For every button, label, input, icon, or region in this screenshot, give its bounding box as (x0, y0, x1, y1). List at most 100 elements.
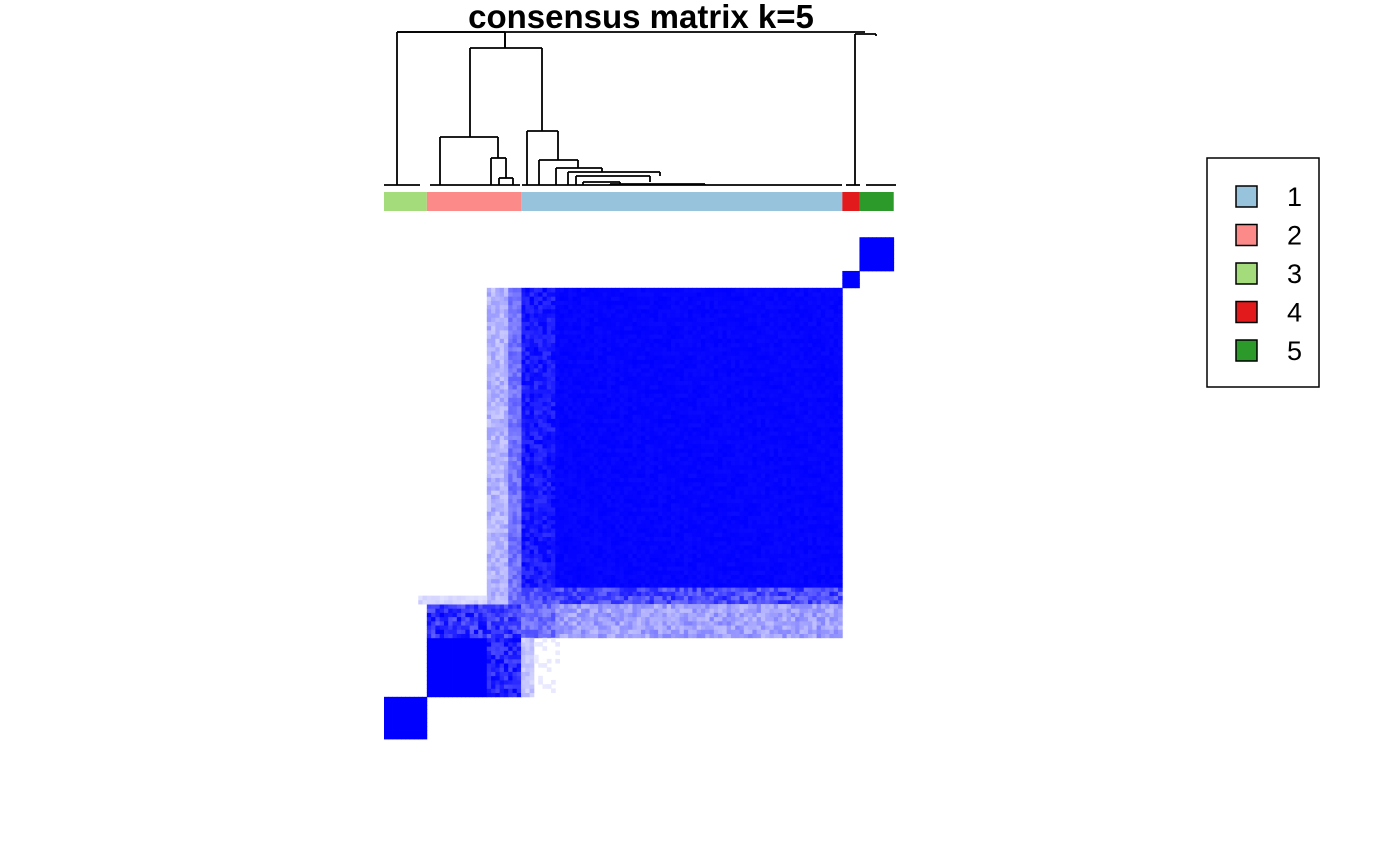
heatmap-cell-cluster-1 (748, 528, 753, 533)
heatmap-cell-cluster-1 (688, 587, 693, 592)
heatmap-cell-cluster-1 (615, 599, 620, 605)
heatmap-cell-cluster-1 (658, 519, 663, 525)
heatmap-cell-cluster-1 (641, 549, 646, 554)
heatmap-cell-cluster-1 (662, 481, 668, 487)
heatmap-cell-cluster-1 (546, 342, 552, 348)
heatmap-cell-cluster-1 (546, 334, 552, 339)
heatmap-cell-cluster-1 (752, 435, 758, 441)
heatmap-cell-cluster-1 (649, 355, 655, 360)
heatmap-cell-cluster-1 (726, 359, 732, 365)
heatmap-cell-cluster-1 (606, 532, 612, 537)
heatmap-cell-cluster-2 (465, 616, 471, 622)
heatmap-cell-cluster-1 (546, 498, 552, 504)
heatmap-cell-cluster-1 (606, 507, 612, 512)
heatmap-cell-cluster-1 (585, 498, 590, 504)
heatmap-cell-cluster-1 (619, 519, 625, 525)
heatmap-cell-cluster-1 (718, 553, 723, 559)
heatmap-cell-cluster-1 (538, 367, 543, 373)
heatmap-cell-cluster-1 (581, 410, 586, 415)
heatmap-cell-cluster-2 (452, 684, 458, 689)
heatmap-cell-cluster-1 (538, 321, 543, 327)
heatmap-cell-cluster-1 (722, 536, 728, 542)
heatmap-cell-cluster-1 (743, 393, 749, 398)
heatmap-cell-cluster-1 (568, 308, 573, 314)
heatmap-cell-cluster-1 (688, 393, 693, 398)
heatmap-cell-cluster-1 (589, 486, 595, 491)
heatmap-cell-cluster-1 (559, 346, 565, 352)
heatmap-cell-cluster-2 (499, 684, 505, 689)
heatmap-cell-cluster-1 (696, 422, 702, 428)
heatmap-cell-cluster-2 (503, 616, 509, 622)
heatmap-cell-cluster-1 (551, 578, 556, 584)
heatmap-cell-cluster-1 (752, 549, 758, 554)
heatmap-cell-cluster-2 (435, 625, 441, 630)
heatmap-cell-cluster-1 (722, 414, 728, 419)
heatmap-cell-cluster-1 (709, 300, 715, 306)
heatmap-cell-cluster-1 (611, 549, 616, 554)
heatmap-cell-cluster-1 (525, 397, 531, 403)
heatmap-cell-cluster-1 (568, 561, 573, 567)
heatmap-cell-cluster-1 (653, 443, 659, 449)
heatmap-cell-cluster-1 (718, 405, 723, 411)
heatmap-cell-cluster-2 (482, 692, 488, 698)
heatmap-cell-cluster-1 (533, 490, 539, 495)
heatmap-cell-cluster-1 (683, 405, 689, 411)
heatmap-cell-cluster-1 (611, 507, 616, 512)
heatmap-cell-cluster-1 (619, 389, 625, 394)
heatmap-cell-cluster-1 (743, 321, 749, 327)
heatmap-cell-cluster-1 (602, 401, 608, 407)
heatmap-cell-cluster-1 (645, 426, 650, 432)
heatmap-cell-cluster-1 (756, 304, 762, 310)
heatmap-cell-cluster-1 (748, 380, 753, 386)
heatmap-cell-cluster-1 (679, 494, 685, 500)
heatmap-cell-cluster-1 (658, 464, 663, 470)
heatmap-cell-cluster-1 (615, 591, 620, 597)
heatmap-cell-cluster-2 (469, 608, 475, 613)
heatmap-cell-cluster-1 (636, 376, 642, 381)
heatmap-cell-cluster-2 (495, 650, 501, 656)
heatmap-cell-cluster-1 (743, 300, 749, 306)
heatmap-cell-cluster-1 (709, 528, 715, 533)
heatmap-cell-cluster-1 (718, 372, 723, 377)
heatmap-cell-cluster-1 (675, 414, 680, 419)
heatmap-cell-cluster-1 (756, 536, 762, 542)
heatmap-cell-cluster-1 (619, 439, 625, 445)
heatmap-cell-cluster-1 (581, 473, 586, 478)
heatmap-cell-cluster-2 (503, 608, 509, 613)
heatmap-cell-cluster-1 (752, 363, 758, 369)
heatmap-cell-cluster-1 (722, 464, 728, 470)
heatmap-cell-cluster-1 (576, 393, 582, 398)
heatmap-cell-cluster-1 (542, 410, 548, 415)
heatmap-cell-cluster-1 (696, 418, 702, 424)
heatmap-cell-cluster-1 (739, 439, 745, 445)
heatmap-cell-cluster-1 (602, 519, 608, 525)
heatmap-cell-cluster-1 (735, 313, 740, 318)
heatmap-cell-cluster-1 (700, 304, 706, 310)
heatmap-cell-cluster-1 (683, 300, 689, 306)
heatmap-cell-cluster-1 (615, 397, 620, 403)
heatmap-cell-cluster-2 (486, 608, 492, 613)
heatmap-cell-cluster-1 (559, 287, 565, 293)
heatmap-cell-cluster-1 (533, 414, 539, 419)
heatmap-cell-cluster-1 (675, 502, 680, 508)
heatmap-cell-cluster-1 (632, 321, 638, 327)
heatmap-cell-cluster-1 (602, 443, 608, 449)
heatmap-cell-cluster-1 (739, 469, 745, 474)
heatmap-cell-cluster-1 (602, 418, 608, 424)
heatmap-cell-cluster-1 (576, 300, 582, 306)
heatmap-cell-cluster-1 (615, 502, 620, 508)
heatmap-cell-cluster-2 (435, 650, 441, 656)
heatmap-cell-cluster-1 (568, 321, 573, 327)
heatmap-cell-cluster-1 (679, 566, 685, 571)
heatmap-cell-cluster-1 (666, 410, 672, 415)
heatmap-cell-cluster-1 (683, 587, 689, 592)
heatmap-cell-cluster-1 (748, 384, 753, 390)
heatmap-cell-cluster-1 (542, 473, 548, 478)
heatmap-cell-cluster-1 (589, 431, 595, 436)
heatmap-cell-cluster-1 (525, 515, 531, 521)
heatmap-cell-cluster-1 (589, 321, 595, 327)
heatmap-cell-cluster-1 (739, 401, 745, 407)
heatmap-cell-cluster-1 (525, 599, 531, 605)
heatmap-cell-cluster-1 (739, 338, 745, 344)
heatmap-cell-cluster-1 (533, 481, 539, 487)
